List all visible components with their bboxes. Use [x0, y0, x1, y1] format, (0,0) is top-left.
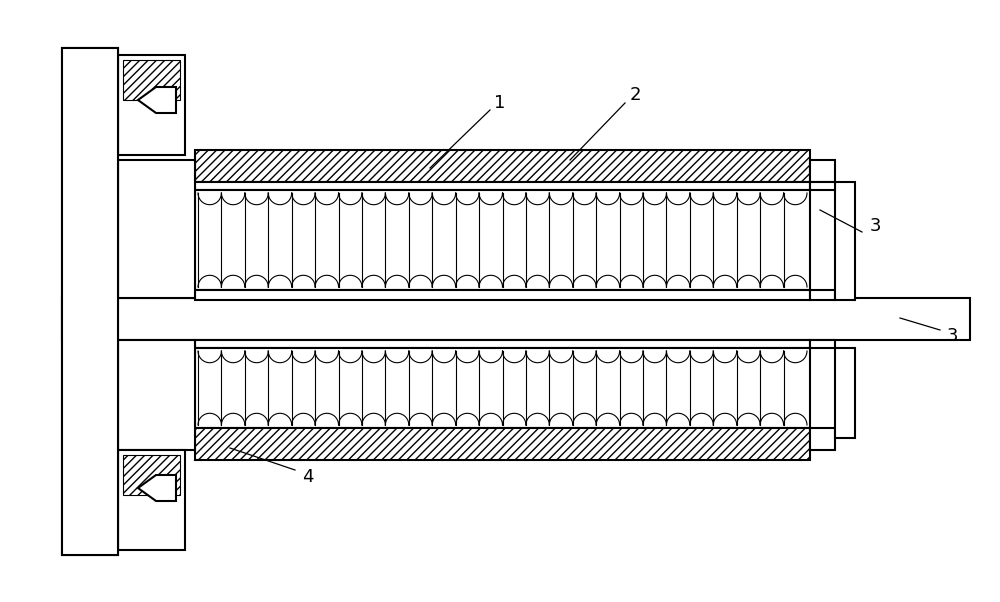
- Text: 3: 3: [869, 217, 881, 235]
- Bar: [810, 290, 835, 300]
- Bar: [195, 150, 810, 182]
- Text: 3: 3: [82, 266, 94, 284]
- Bar: [62, 48, 118, 555]
- Bar: [118, 55, 185, 155]
- Bar: [835, 348, 855, 438]
- Bar: [62, 298, 970, 340]
- Bar: [195, 290, 810, 300]
- Bar: [835, 182, 855, 300]
- Bar: [810, 160, 835, 182]
- Bar: [118, 450, 185, 550]
- Bar: [810, 340, 835, 348]
- Bar: [195, 340, 810, 348]
- Text: 2: 2: [629, 86, 641, 104]
- Bar: [123, 60, 180, 100]
- Text: 1: 1: [494, 94, 506, 112]
- Bar: [118, 340, 195, 450]
- Bar: [118, 160, 195, 298]
- Bar: [195, 182, 810, 190]
- Bar: [62, 48, 118, 555]
- Bar: [195, 190, 810, 290]
- Bar: [810, 182, 835, 190]
- Bar: [810, 428, 835, 450]
- Bar: [195, 348, 810, 428]
- Text: 4: 4: [302, 468, 314, 486]
- Bar: [123, 455, 180, 495]
- Polygon shape: [138, 87, 176, 113]
- Bar: [195, 428, 810, 460]
- Text: 3: 3: [946, 327, 958, 345]
- Polygon shape: [138, 475, 176, 501]
